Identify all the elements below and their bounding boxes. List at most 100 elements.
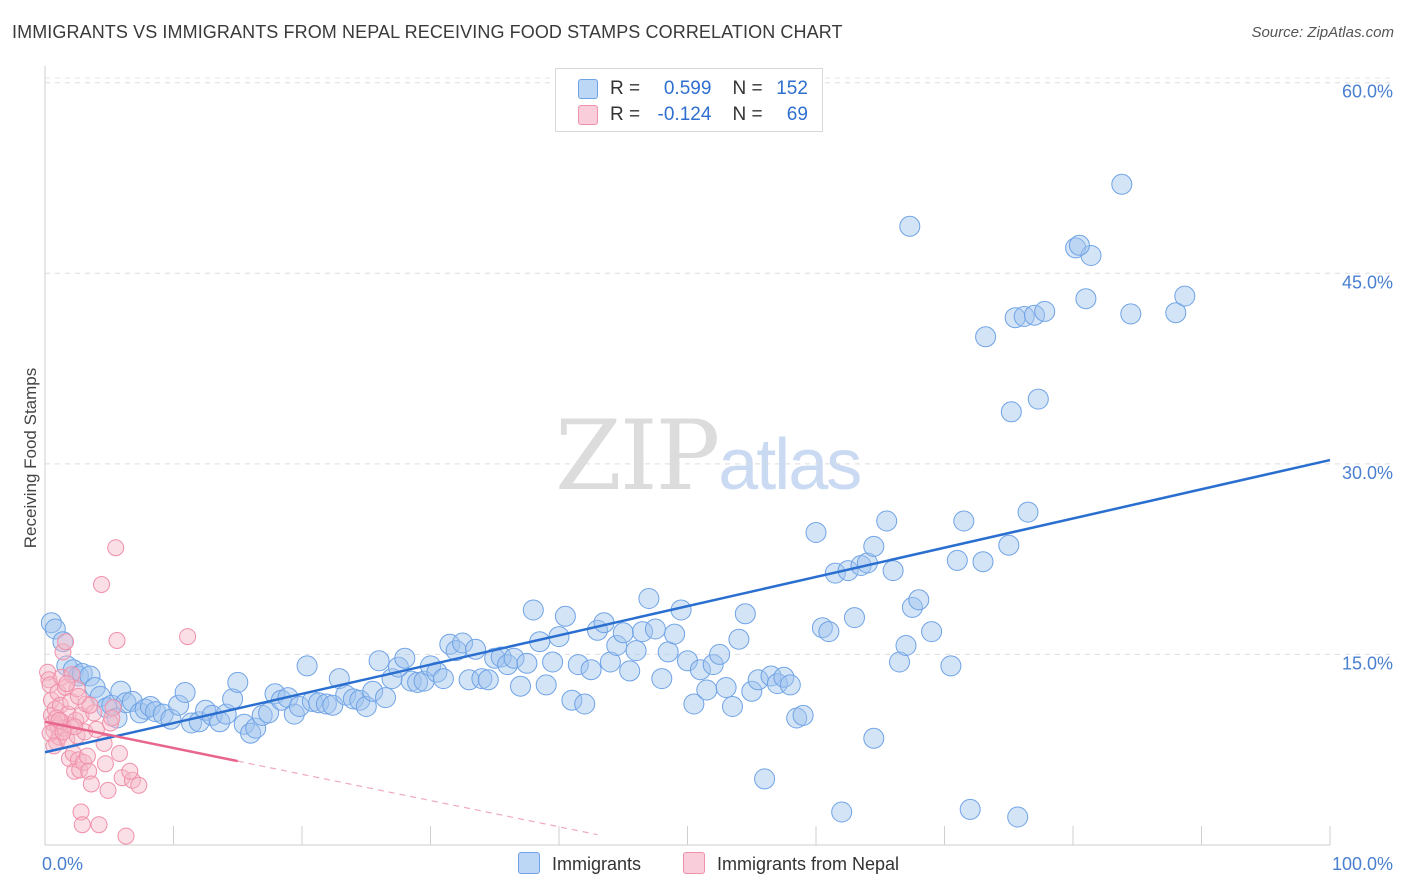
data-point (567, 654, 589, 676)
data-point (40, 671, 58, 689)
data-point (41, 724, 59, 742)
data-point (677, 650, 698, 672)
data-point (58, 675, 76, 693)
legend-r-value: 0.599 (663, 78, 712, 99)
data-point (516, 652, 538, 674)
legend-n-value: 152 (776, 78, 808, 99)
data-point (754, 768, 776, 790)
series-immigrants (40, 173, 1196, 828)
source-credit: Source: ZipAtlas.com (1251, 24, 1394, 41)
data-point (657, 641, 679, 663)
data-point (107, 539, 125, 557)
data-point (432, 668, 454, 690)
data-point (1000, 401, 1022, 423)
data-point (619, 660, 641, 682)
data-point (1174, 285, 1196, 307)
watermark-zip: ZIP (555, 400, 720, 512)
data-point (503, 647, 525, 669)
data-point (80, 762, 98, 780)
data-point (322, 694, 344, 716)
legend-swatch-nepal (578, 105, 598, 125)
data-point (48, 709, 66, 727)
data-point (644, 618, 666, 640)
data-point (93, 576, 110, 593)
y-tick-labels: 15.0% 30.0% 45.0% 60.0% (1342, 82, 1393, 674)
data-point (522, 599, 544, 621)
data-point (40, 612, 62, 634)
legend-r-label: R = (610, 78, 641, 99)
data-point (863, 727, 885, 749)
y-tick-label: 30.0% (1342, 463, 1393, 483)
data-point (542, 651, 564, 673)
data-point (174, 682, 196, 703)
data-point (975, 326, 997, 348)
x-tick-labels: 0.0% 100.0% (42, 854, 1393, 874)
data-point (844, 607, 865, 629)
data-point (99, 781, 117, 799)
data-point (1007, 806, 1029, 828)
data-point (82, 775, 100, 793)
data-point (308, 692, 330, 714)
legend-n-label: N = (732, 104, 763, 125)
legend-n-label: N = (732, 78, 763, 99)
data-point (54, 723, 72, 741)
data-point (779, 674, 801, 696)
data-point (44, 618, 66, 640)
bottom-legend-label-immigrants: Immigrants (552, 854, 642, 874)
data-point (908, 589, 930, 611)
data-point (90, 816, 108, 834)
data-point (554, 605, 576, 627)
data-point (899, 215, 921, 237)
data-point (715, 677, 737, 698)
data-point (368, 650, 390, 672)
trend-line-immigrants (44, 458, 1331, 754)
y-tick-label: 60.0% (1342, 82, 1393, 102)
axes (44, 66, 1331, 846)
data-point (85, 704, 103, 722)
bottom-legend-label-nepal: Immigrants from Nepal (717, 854, 900, 874)
trend-extension-nepal (237, 760, 598, 836)
data-point (651, 668, 673, 690)
data-point (121, 762, 139, 780)
data-point (78, 747, 96, 765)
data-point (471, 668, 493, 690)
data-point (722, 696, 743, 717)
data-point (702, 654, 724, 676)
data-point (362, 680, 384, 702)
data-point (477, 669, 499, 691)
data-point (959, 798, 981, 820)
data-point (1165, 302, 1187, 324)
data-point (130, 776, 148, 794)
correlation-legend: R = 0.599 N = 152 R = -0.124 N = 69 (555, 68, 823, 132)
legend-n-value: 69 (786, 104, 808, 125)
data-point (741, 680, 763, 702)
data-point (1068, 234, 1090, 256)
data-point (258, 702, 280, 724)
data-point (811, 617, 833, 639)
data-point (342, 688, 364, 710)
bottom-legend-nepal: Immigrants from Nepal (683, 852, 899, 875)
data-point (375, 687, 396, 709)
data-point (1034, 300, 1056, 322)
data-point (121, 690, 143, 712)
data-point (574, 693, 596, 715)
y-axis-title: Receiving Food Stamps (21, 368, 40, 548)
data-point (689, 659, 711, 681)
legend-swatch-immigrants (578, 79, 598, 99)
data-point (87, 720, 105, 738)
data-point (940, 655, 962, 677)
data-point (876, 510, 898, 532)
data-point (1027, 388, 1049, 410)
data-point (1111, 173, 1133, 195)
data-point (81, 696, 99, 714)
data-point (805, 522, 827, 543)
data-point (998, 534, 1020, 556)
data-point (580, 659, 602, 681)
bottom-legend-swatch-nepal (683, 852, 705, 874)
watermark-atlas: atlas (718, 425, 862, 505)
legend-r-value: -0.124 (657, 104, 712, 125)
data-point (349, 689, 371, 711)
data-point (946, 549, 968, 571)
y-tick-label: 45.0% (1342, 272, 1393, 292)
